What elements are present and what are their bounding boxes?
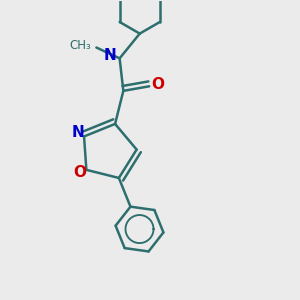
Text: O: O	[152, 77, 164, 92]
Text: N: N	[103, 48, 116, 63]
Text: CH₃: CH₃	[69, 38, 91, 52]
Text: O: O	[73, 165, 86, 180]
Text: N: N	[72, 125, 85, 140]
